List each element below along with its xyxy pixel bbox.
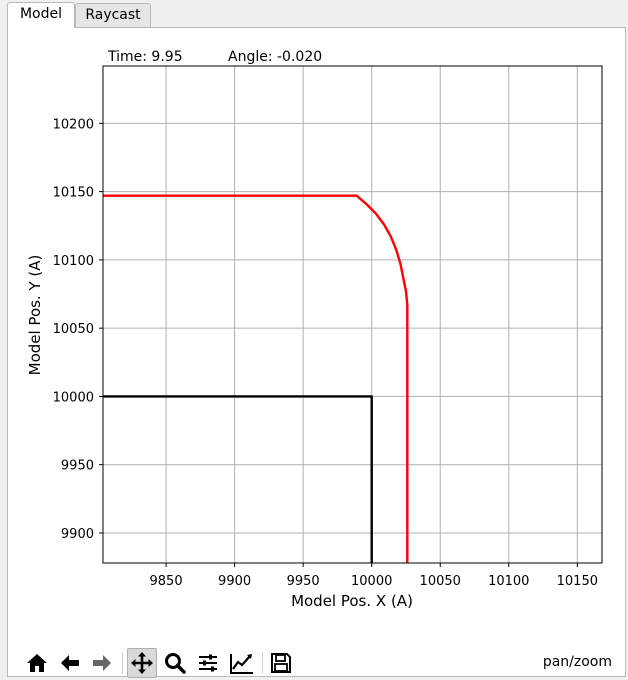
- configure-subplots-icon: [199, 654, 217, 672]
- pan-icon: [131, 652, 153, 674]
- grid-lines: [103, 66, 602, 563]
- x-tick-label: 10000: [351, 574, 392, 589]
- back-icon: [61, 655, 79, 671]
- mode-indicator: pan/zoom: [542, 654, 612, 670]
- x-tick-label: 9950: [287, 574, 320, 589]
- configure-subplots-button[interactable]: [193, 648, 223, 678]
- y-tick-label: 10000: [53, 390, 94, 405]
- x-tick-label: 9850: [150, 574, 183, 589]
- save-button[interactable]: [266, 648, 296, 678]
- tab-model[interactable]: Model: [7, 2, 75, 28]
- home-button[interactable]: [22, 648, 52, 678]
- angle-readout: Angle: -0.020: [228, 49, 322, 65]
- home-icon: [27, 654, 47, 672]
- navigation-toolbar: [0, 644, 628, 680]
- plot-area-frame: [102, 65, 603, 564]
- forward-button[interactable]: [87, 648, 117, 678]
- back-button[interactable]: [55, 648, 85, 678]
- edit-axis-icon: [230, 654, 253, 674]
- save-icon: [271, 653, 291, 673]
- edit-axis-button[interactable]: [227, 648, 257, 678]
- y-tick-label: 10100: [53, 254, 94, 269]
- toolbar-separator: [262, 652, 263, 674]
- y-tick-label: 10050: [53, 322, 94, 337]
- y-tick-label: 9950: [61, 459, 94, 474]
- x-tick-label: 10100: [488, 574, 529, 589]
- plot-figure[interactable]: Time: 9.95 Angle: -0.020 9850 9900 9950 100…: [0, 0, 628, 644]
- x-tick-label: 10150: [557, 574, 598, 589]
- axis-ticks: 9850 9900 9950 10000 10050 10100 10150 9900 9950…: [53, 117, 598, 589]
- tab-raycast[interactable]: Raycast: [75, 3, 151, 27]
- data-series: [103, 194, 409, 563]
- x-tick-label: 10050: [420, 574, 461, 589]
- toolbar-separator: [122, 652, 123, 674]
- pan-button[interactable]: [127, 648, 157, 678]
- zoom-icon: [165, 653, 186, 674]
- zoom-button[interactable]: [160, 648, 190, 678]
- y-tick-label: 10150: [53, 186, 94, 201]
- series-line-0: [103, 395, 373, 563]
- series-line-1: [103, 194, 409, 563]
- figure-panel: [7, 27, 626, 677]
- y-tick-label: 9900: [61, 527, 94, 542]
- tab-bar: Model Raycast: [0, 0, 628, 28]
- forward-icon: [93, 655, 111, 671]
- x-tick-label: 9900: [218, 574, 251, 589]
- x-axis-label: Model Pos. X (A): [291, 592, 413, 610]
- time-readout: Time: 9.95: [107, 49, 183, 65]
- y-tick-label: 10200: [53, 117, 94, 132]
- y-axis-label: Model Pos. Y (A): [26, 255, 44, 376]
